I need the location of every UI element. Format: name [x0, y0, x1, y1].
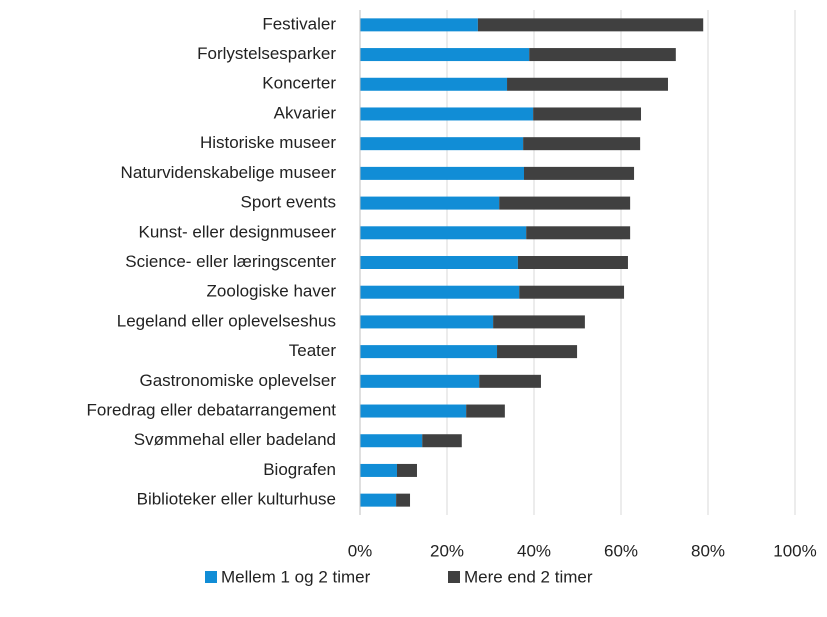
y-tick-label: Akvarier	[274, 103, 337, 122]
y-tick-label: Koncerter	[262, 74, 336, 93]
bar	[360, 285, 520, 299]
bar	[529, 48, 676, 62]
y-tick-label: Gastronomiske oplevelser	[139, 371, 336, 390]
bar	[523, 137, 641, 151]
bar	[526, 226, 631, 240]
bar	[360, 48, 530, 62]
y-tick-label: Zoologiske haver	[207, 282, 337, 301]
y-tick-label: Foredrag eller debatarrangement	[87, 401, 337, 420]
legend-swatch	[448, 571, 460, 583]
bar	[360, 463, 397, 477]
x-tick-label: 100%	[773, 541, 816, 560]
x-tick-label: 20%	[430, 541, 464, 560]
y-tick-label: Teater	[289, 341, 337, 360]
bar	[497, 345, 578, 359]
bar	[360, 137, 524, 151]
bar	[360, 404, 467, 418]
bar	[519, 285, 625, 299]
x-tick-label: 80%	[691, 541, 725, 560]
bar	[396, 463, 417, 477]
y-tick-label: Festivaler	[262, 14, 336, 33]
bar	[396, 493, 411, 507]
bar	[493, 315, 585, 329]
bar	[477, 18, 704, 32]
bar	[360, 196, 500, 210]
y-tick-label: Legeland eller oplevelseshus	[117, 311, 336, 330]
bar	[360, 315, 494, 329]
bar	[360, 77, 508, 91]
bar	[360, 18, 478, 32]
bar	[360, 226, 527, 240]
y-tick-label: Sport events	[241, 193, 336, 212]
bar	[360, 434, 423, 448]
bar	[360, 256, 518, 269]
legend-label: Mellem 1 og 2 timer	[221, 567, 371, 586]
y-tick-label: Kunst- eller designmuseer	[139, 222, 337, 241]
y-tick-label: Biografen	[263, 460, 336, 479]
bar	[360, 374, 480, 388]
y-tick-label: Naturvidenskabelige museer	[121, 163, 337, 182]
x-tick-label: 60%	[604, 541, 638, 560]
y-tick-label: Biblioteker eller kulturhuse	[137, 490, 336, 509]
legend-swatch	[205, 571, 217, 583]
x-tick-label: 0%	[348, 541, 373, 560]
y-tick-label: Forlystelsesparker	[197, 44, 336, 63]
bar	[499, 196, 631, 210]
legend-label: Mere end 2 timer	[464, 567, 593, 586]
bar	[360, 107, 534, 121]
bar	[360, 166, 524, 180]
x-tick-label: 40%	[517, 541, 551, 560]
bar	[422, 434, 462, 448]
bar	[360, 345, 498, 359]
bar	[360, 493, 397, 507]
bar	[533, 107, 642, 121]
y-tick-label: Science- eller læringscenter	[125, 252, 336, 271]
bar	[517, 256, 628, 269]
bar	[523, 166, 635, 180]
bar	[479, 374, 541, 388]
y-tick-label: Svømmehal eller badeland	[134, 430, 336, 449]
y-tick-label: Historiske museer	[200, 133, 336, 152]
bar	[466, 404, 505, 418]
bar	[507, 77, 668, 91]
